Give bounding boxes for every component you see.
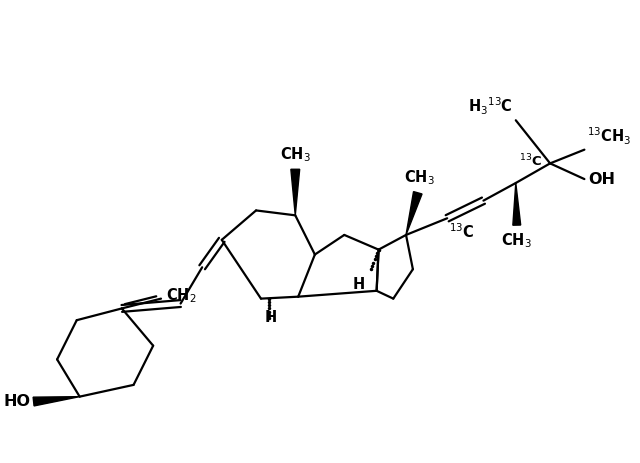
Text: CH$_3$: CH$_3$ bbox=[501, 231, 532, 250]
Text: $^{13}$CH$_3$: $^{13}$CH$_3$ bbox=[588, 125, 632, 147]
Polygon shape bbox=[291, 169, 300, 215]
Text: CH$_3$: CH$_3$ bbox=[404, 168, 435, 187]
Text: H$_3$$^{13}$C: H$_3$$^{13}$C bbox=[468, 96, 513, 117]
Text: H: H bbox=[353, 277, 365, 292]
Text: HO: HO bbox=[4, 394, 31, 409]
Polygon shape bbox=[33, 397, 79, 406]
Text: $^{13}$C: $^{13}$C bbox=[519, 153, 542, 170]
Polygon shape bbox=[406, 192, 422, 235]
Text: OH: OH bbox=[588, 172, 615, 187]
Text: $^{13}$C: $^{13}$C bbox=[449, 222, 475, 241]
Text: CH$_3$: CH$_3$ bbox=[280, 146, 310, 164]
Text: CH$_2$: CH$_2$ bbox=[166, 286, 196, 305]
Polygon shape bbox=[513, 183, 521, 225]
Text: H: H bbox=[265, 310, 277, 325]
